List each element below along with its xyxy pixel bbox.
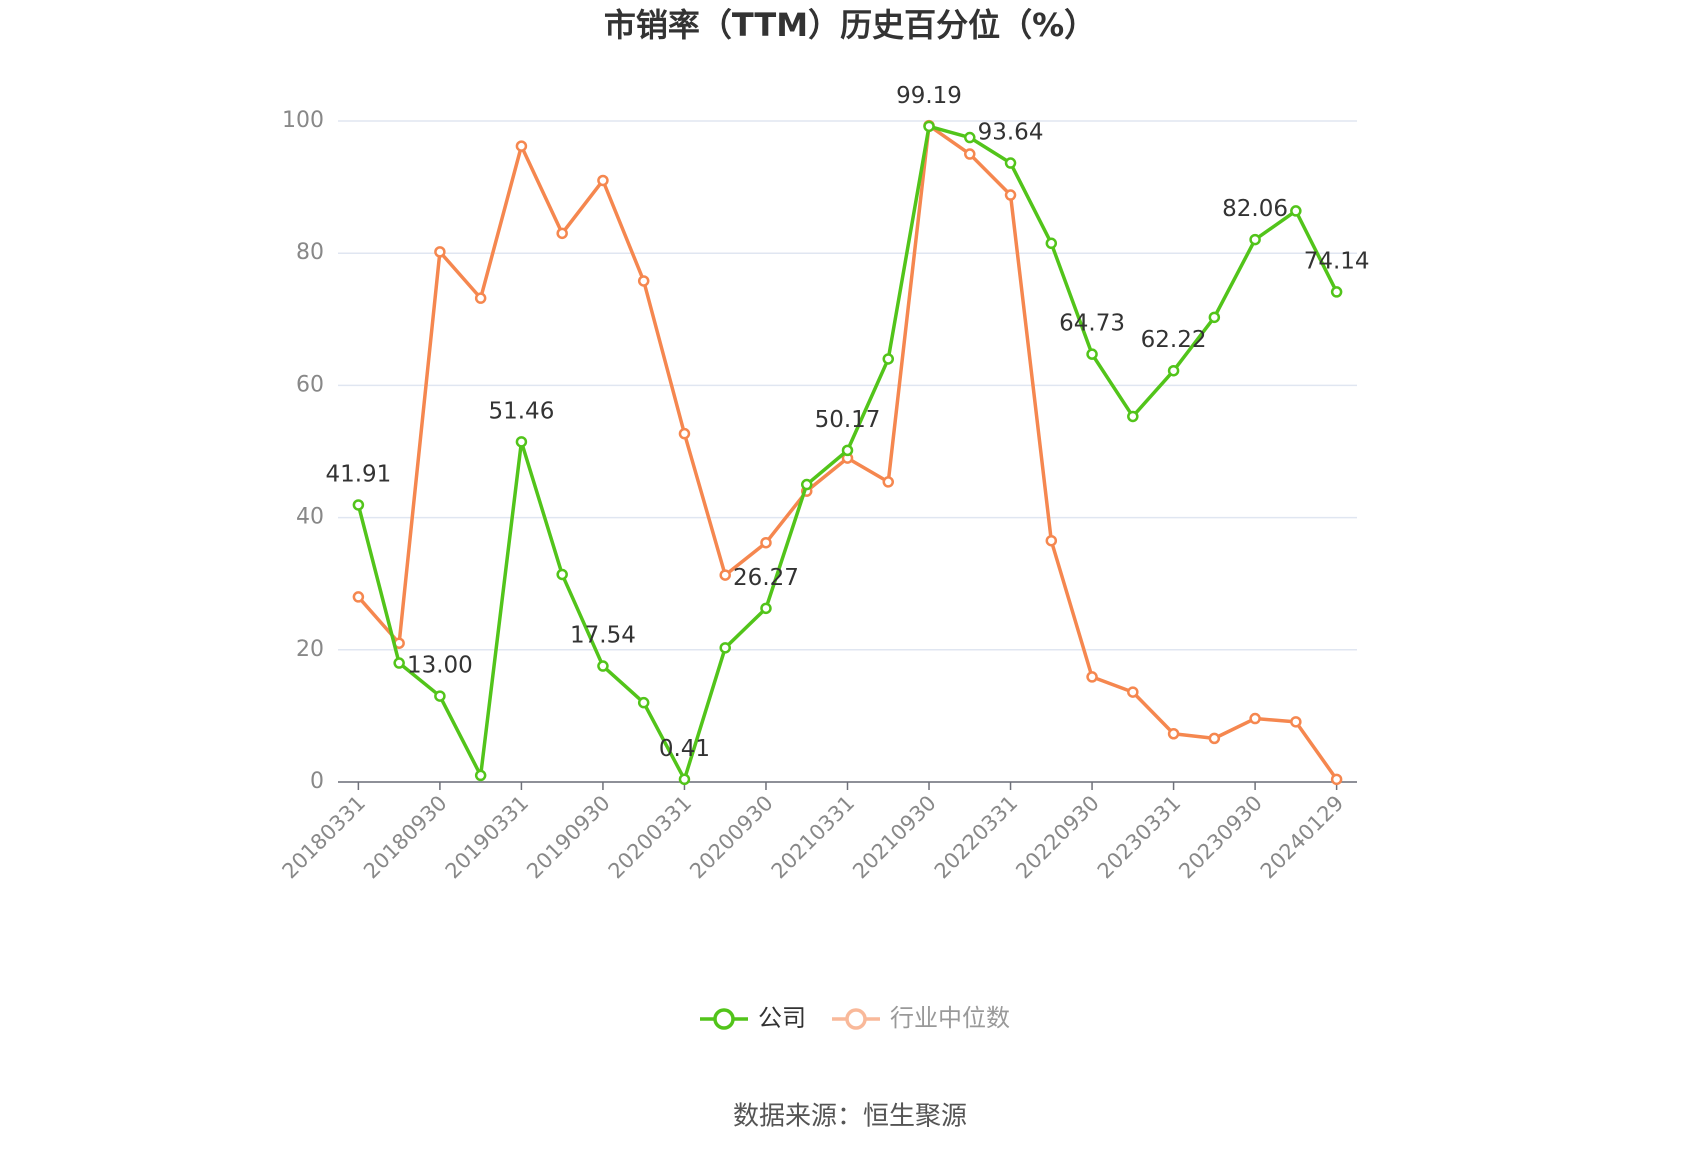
point bbox=[1167, 364, 1180, 377]
point bbox=[1045, 237, 1058, 250]
point bbox=[1249, 233, 1261, 246]
y-tick-label: 20 bbox=[296, 637, 324, 662]
x-tick-label: 20190331 bbox=[441, 791, 534, 884]
data-label: 64.73 bbox=[1059, 311, 1125, 337]
point bbox=[882, 353, 895, 365]
point bbox=[1290, 716, 1302, 728]
point bbox=[841, 444, 854, 457]
point bbox=[1086, 348, 1098, 360]
x-tick-label: 20200930 bbox=[685, 791, 778, 884]
chart-title: 市销率（TTM）历史百分位（%） bbox=[604, 6, 1096, 44]
y-tick-label: 0 bbox=[310, 769, 324, 794]
point bbox=[1004, 157, 1017, 169]
point bbox=[1004, 189, 1017, 201]
data-label: 0.41 bbox=[659, 736, 710, 762]
point bbox=[556, 568, 568, 581]
point bbox=[1290, 205, 1302, 217]
data-label: 26.27 bbox=[733, 565, 799, 591]
point bbox=[719, 642, 731, 654]
y-tick-label: 100 bbox=[282, 108, 324, 133]
point bbox=[515, 436, 528, 448]
point bbox=[474, 292, 487, 304]
point bbox=[964, 131, 976, 144]
point bbox=[597, 174, 609, 187]
point bbox=[352, 499, 365, 511]
point bbox=[964, 148, 976, 160]
source-note: 数据来源：恒生聚源 bbox=[733, 1102, 967, 1132]
point bbox=[1330, 286, 1343, 298]
point bbox=[1249, 712, 1261, 725]
point bbox=[1086, 671, 1098, 683]
y-tick-label: 40 bbox=[296, 505, 324, 530]
point bbox=[678, 427, 691, 440]
point bbox=[1330, 773, 1343, 786]
data-label: 17.54 bbox=[570, 623, 636, 649]
data-label: 93.64 bbox=[978, 120, 1044, 146]
x-tick-label: 20200331 bbox=[604, 791, 697, 884]
point bbox=[760, 536, 772, 549]
data-label: 62.22 bbox=[1141, 327, 1207, 353]
point bbox=[434, 690, 446, 702]
point bbox=[352, 591, 365, 603]
data-label: 99.19 bbox=[896, 83, 962, 109]
x-tick-label: 20230331 bbox=[1093, 791, 1186, 884]
y-tick-label: 60 bbox=[296, 372, 324, 397]
x-tick-label: 20190930 bbox=[522, 791, 615, 884]
point bbox=[719, 569, 731, 581]
point bbox=[1127, 410, 1139, 423]
data-label: 82.06 bbox=[1222, 196, 1288, 222]
point bbox=[1045, 534, 1058, 547]
point bbox=[637, 275, 650, 287]
point bbox=[515, 140, 528, 152]
x-tick-label: 20210331 bbox=[767, 791, 860, 884]
y-tick-label: 80 bbox=[296, 240, 324, 265]
point bbox=[474, 769, 487, 782]
point bbox=[882, 476, 895, 488]
point bbox=[434, 246, 446, 258]
x-tick-label: 20180331 bbox=[278, 791, 371, 884]
point bbox=[393, 657, 405, 669]
x-tick-label: 20180930 bbox=[359, 791, 452, 884]
point bbox=[1167, 727, 1180, 740]
point bbox=[800, 478, 813, 491]
legend-marker bbox=[845, 1008, 867, 1030]
data-label: 50.17 bbox=[815, 407, 881, 433]
x-tick-label: 20220930 bbox=[1011, 791, 1104, 884]
data-label: 41.91 bbox=[325, 461, 391, 487]
x-tick-label: 20210930 bbox=[848, 791, 941, 884]
legend-label: 公司 bbox=[758, 1004, 806, 1032]
point bbox=[760, 602, 772, 615]
point bbox=[556, 227, 568, 240]
data-label: 74.14 bbox=[1304, 248, 1370, 274]
point bbox=[923, 120, 935, 133]
point bbox=[1208, 732, 1221, 745]
x-tick-label: 20240129 bbox=[1256, 791, 1349, 884]
legend-label: 行业中位数 bbox=[890, 1004, 1010, 1032]
data-label: 51.46 bbox=[488, 398, 554, 424]
point bbox=[1127, 686, 1139, 698]
point bbox=[1208, 311, 1221, 324]
point bbox=[637, 696, 650, 709]
point bbox=[678, 773, 691, 786]
legend-marker bbox=[713, 1008, 735, 1030]
x-tick-label: 20220331 bbox=[930, 791, 1023, 884]
point bbox=[597, 660, 609, 672]
x-tick-label: 20230930 bbox=[1174, 791, 1267, 884]
data-label: 13.00 bbox=[407, 653, 473, 679]
